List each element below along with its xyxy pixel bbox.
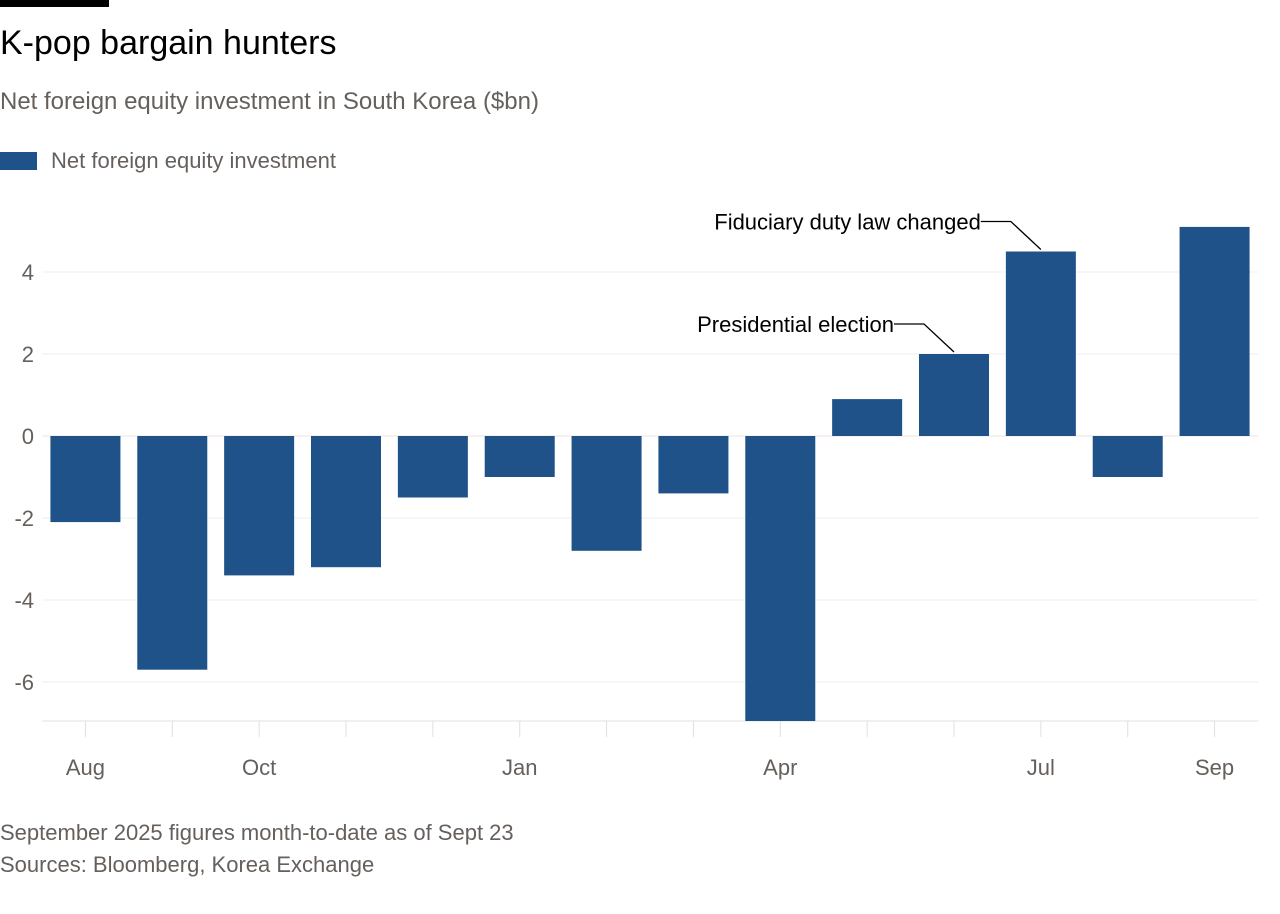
annotation-label: Fiduciary duty law changed xyxy=(714,210,981,235)
annotation-leader-line xyxy=(894,323,955,353)
annotation-leader-line xyxy=(980,220,1042,250)
bar xyxy=(1092,436,1163,477)
bar xyxy=(1005,251,1076,436)
bar xyxy=(919,354,989,436)
chart-subtitle: Net foreign equity investment in South K… xyxy=(0,88,539,115)
bar xyxy=(484,436,555,477)
y-tick-label: -6 xyxy=(14,670,34,695)
bar xyxy=(224,436,295,576)
x-tick-label: Apr xyxy=(763,755,797,780)
chart-note: September 2025 figures month-to-date as … xyxy=(0,820,514,845)
bar xyxy=(137,436,208,670)
y-tick-label: 4 xyxy=(22,260,34,285)
y-tick-label: 0 xyxy=(22,424,34,449)
x-tick-label: Sep xyxy=(1195,755,1234,780)
x-tick-label: Oct xyxy=(242,755,276,780)
y-tick-label: 2 xyxy=(22,342,34,367)
bar xyxy=(832,399,903,436)
annotation-label: Presidential election xyxy=(697,312,894,337)
bar xyxy=(571,436,642,551)
brand-bar xyxy=(0,0,109,7)
chart-title: K-pop bargain hunters xyxy=(0,24,337,62)
bar xyxy=(397,436,468,498)
chart-source: Sources: Bloomberg, Korea Exchange xyxy=(0,852,375,877)
x-tick-label: Jan xyxy=(502,755,537,780)
legend-label: Net foreign equity investment xyxy=(51,148,336,173)
y-tick-label: -4 xyxy=(14,588,34,613)
x-tick-label: Aug xyxy=(66,755,105,780)
bar xyxy=(745,436,816,721)
x-tick-label: Jul xyxy=(1027,755,1055,780)
bar xyxy=(311,436,381,568)
y-tick-label: -2 xyxy=(14,506,34,531)
legend-swatch xyxy=(0,152,37,170)
bar xyxy=(658,436,729,494)
bar xyxy=(1179,226,1250,436)
legend: Net foreign equity investment xyxy=(0,148,336,174)
bar xyxy=(50,436,121,523)
